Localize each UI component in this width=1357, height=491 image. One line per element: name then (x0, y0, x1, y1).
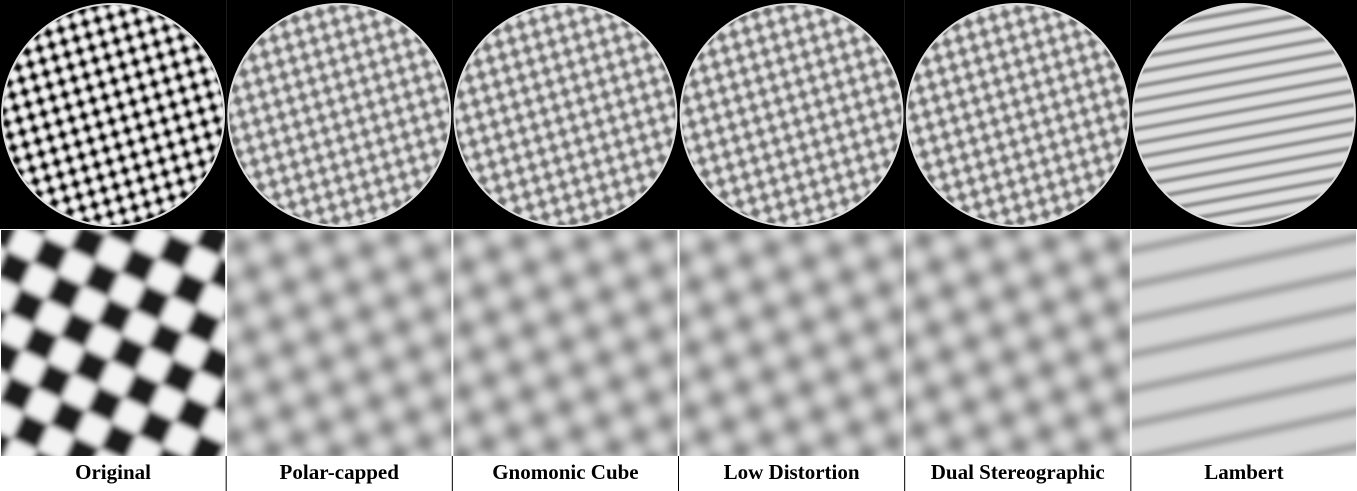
panel-label: Lambert (1204, 460, 1283, 484)
zoom (895, 220, 1141, 466)
panel-label: Original (75, 460, 151, 484)
zoom-pattern (216, 220, 462, 466)
zoom-pattern (0, 220, 236, 466)
figure: Original Polar-capped Gnomonic Cube Low Dis… (0, 0, 1357, 491)
zoom (442, 220, 688, 466)
column: Dual Stereographic (895, 0, 1141, 491)
panel-label: Gnomonic Cube (492, 460, 638, 484)
zoom-pattern (442, 220, 688, 466)
column: Polar-capped (216, 0, 462, 491)
panel-label: Low Distortion (724, 460, 860, 484)
panels: Original Polar-capped Gnomonic Cube Low Dis… (0, 0, 1357, 491)
column: Lambert (1121, 0, 1357, 491)
column: Low Distortion (669, 0, 915, 491)
zoom-pattern (895, 220, 1141, 466)
zoom-pattern (669, 220, 915, 466)
zoom-pattern (1121, 220, 1357, 466)
zoom (669, 220, 915, 466)
zoom (1121, 220, 1357, 466)
panel-label: Dual Stereographic (931, 460, 1105, 484)
panel-label: Polar-capped (280, 460, 400, 484)
column: Gnomonic Cube (442, 0, 688, 491)
zoom (216, 220, 462, 466)
column: Original (0, 0, 236, 484)
zoom (0, 220, 236, 466)
